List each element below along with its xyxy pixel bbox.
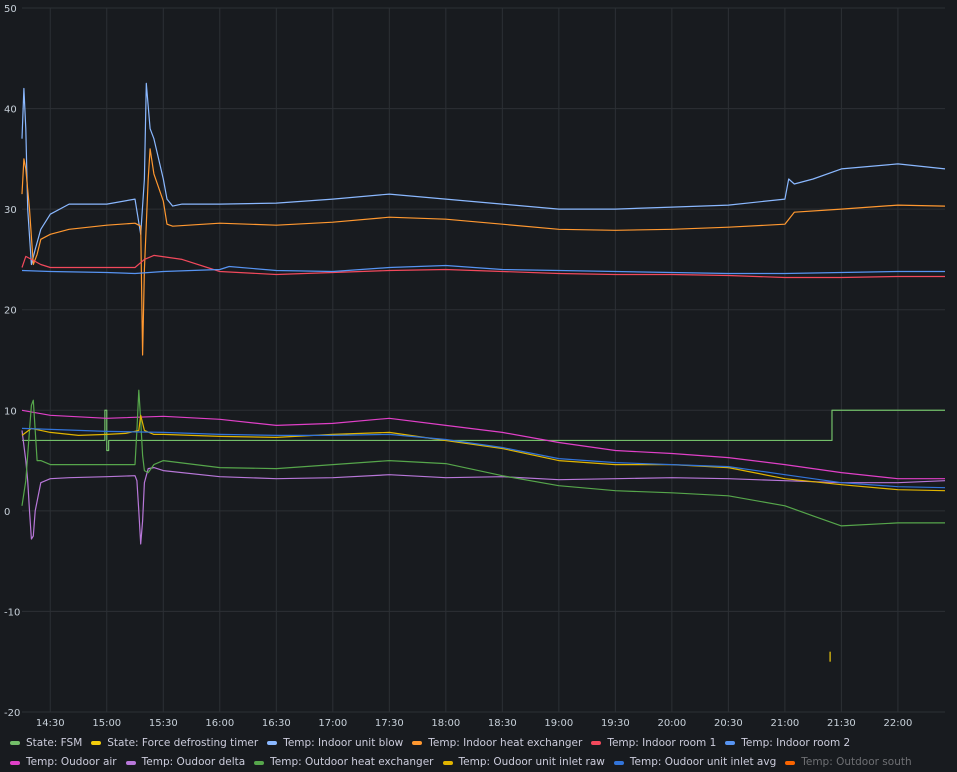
legend-item[interactable]: Temp: Oudoor air [10, 753, 117, 772]
series-2-line [21, 82, 946, 266]
series-10-line [21, 427, 946, 489]
legend-label: Temp: Oudoor delta [141, 756, 246, 768]
series-8-line [21, 389, 945, 527]
legend-label: Temp: Indoor heat exchanger [428, 736, 583, 749]
legend-label: State: FSM [26, 736, 83, 749]
x-tick-label: 18:30 [488, 718, 517, 729]
legend-swatch [254, 760, 265, 765]
y-tick-label: 20 [4, 306, 17, 317]
legend-item[interactable]: Temp: Indoor heat exchanger [412, 734, 582, 753]
legend-item[interactable]: Temp: Outdoor heat exchanger [254, 753, 434, 772]
series-9-line [21, 414, 946, 492]
legend-item[interactable]: Temp: Indoor unit blow [267, 734, 403, 753]
legend-swatch [725, 741, 736, 745]
y-tick-label: 0 [4, 507, 10, 518]
series-7-line [21, 430, 946, 545]
x-tick-label: 22:00 [883, 718, 912, 729]
legend-swatch [613, 760, 624, 765]
x-tick-label: 18:00 [431, 718, 460, 729]
legend-item[interactable]: Temp: Oudoor unit inlet avg [613, 753, 777, 772]
legend-label: Temp: Oudoor air [26, 756, 117, 768]
x-tick-label: 17:00 [318, 718, 347, 729]
series-layer [21, 82, 946, 662]
y-tick-label: 40 [4, 105, 17, 116]
legend-swatch [10, 741, 20, 745]
y-tick-label: 50 [4, 4, 17, 15]
x-tick-label: 20:00 [657, 718, 686, 729]
x-tick-label: 16:30 [262, 718, 291, 729]
legend-label: Temp: Indoor unit blow [283, 736, 404, 749]
legend-item[interactable]: Temp: Indoor room 1 [591, 734, 716, 753]
legend-label: Temp: Outdoor south [801, 756, 912, 768]
x-tick-label: 21:30 [827, 718, 856, 729]
x-tick-label: 19:00 [544, 718, 573, 729]
legend-item[interactable]: Temp: Outdoor south [785, 753, 912, 772]
series-5-line [21, 264, 945, 275]
legend-swatch [267, 741, 278, 745]
series-4-line [21, 254, 945, 279]
legend-swatch [125, 760, 136, 765]
x-tick-label: 15:30 [149, 718, 178, 729]
x-tick-label: 15:00 [92, 718, 121, 729]
legend-label: Temp: Indoor room 2 [741, 736, 851, 749]
series-0-line [22, 409, 945, 452]
x-tick-label: 14:30 [36, 718, 65, 729]
legend-item[interactable]: State: FSM [10, 734, 82, 753]
series-6-line [21, 409, 945, 480]
x-tick-label: 19:30 [601, 718, 630, 729]
y-tick-label: 30 [4, 205, 17, 216]
grid-layer [22, 7, 945, 713]
legend-swatch [785, 760, 796, 765]
x-tick-label: 16:00 [205, 718, 234, 729]
x-tick-label: 20:30 [714, 718, 743, 729]
legend-swatch [591, 741, 602, 745]
legend-swatch [91, 741, 102, 745]
y-tick-label: 10 [4, 406, 17, 417]
legend-label: Temp: Oudoor unit inlet avg [629, 756, 777, 768]
legend-item[interactable]: Temp: Oudoor delta [125, 753, 246, 772]
x-tick-label: 21:00 [770, 718, 799, 729]
legend-label: State: Force defrosting timer [107, 736, 259, 749]
legend-item[interactable]: Temp: Indoor room 2 [725, 734, 850, 753]
legend-swatch [442, 760, 453, 765]
legend: State: FSM State: Force defrosting timer T… [0, 733, 957, 772]
axis-layer: -20 -10 0 10 20 30 40 50 14:30 15:00 15:30 16:00 16:… [4, 4, 912, 729]
legend-item[interactable]: State: Force defrosting timer [91, 734, 258, 753]
series-3-line [21, 148, 946, 356]
legend-label: Temp: Indoor room 1 [607, 736, 717, 749]
legend-swatch [10, 760, 20, 765]
y-tick-label: -10 [4, 607, 20, 618]
y-tick-label: -20 [4, 708, 20, 719]
legend-swatch [412, 741, 423, 745]
legend-item[interactable]: Temp: Oudoor unit inlet raw [442, 753, 605, 772]
x-tick-label: 17:30 [375, 718, 404, 729]
legend-label: Temp: Outdoor heat exchanger [270, 756, 434, 768]
legend-label: Temp: Oudoor unit inlet raw [458, 756, 605, 768]
